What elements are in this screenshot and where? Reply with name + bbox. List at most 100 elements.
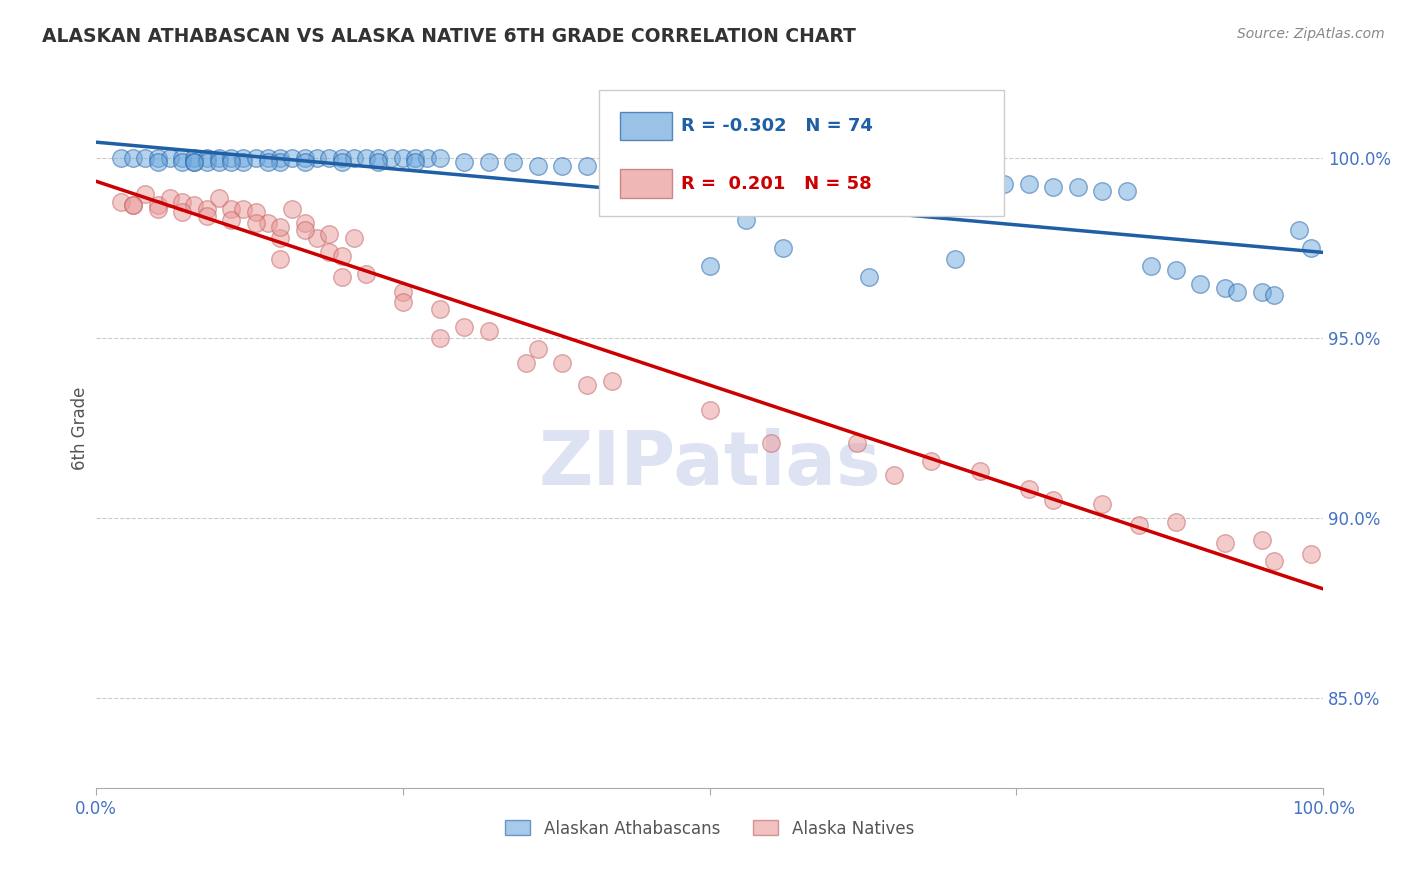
Point — [294, 223, 316, 237]
Point — [673, 166, 696, 180]
Point — [600, 375, 623, 389]
Point — [1018, 177, 1040, 191]
Point — [318, 152, 340, 166]
Point — [1042, 180, 1064, 194]
FancyBboxPatch shape — [620, 112, 672, 140]
Point — [404, 152, 426, 166]
Y-axis label: 6th Grade: 6th Grade — [72, 386, 89, 470]
Point — [294, 155, 316, 169]
Point — [330, 270, 353, 285]
Point — [257, 155, 280, 169]
Point — [502, 155, 524, 169]
Point — [146, 202, 169, 216]
Point — [392, 152, 415, 166]
Point — [735, 212, 758, 227]
Text: ZIPatlas: ZIPatlas — [538, 427, 882, 500]
Point — [1091, 497, 1114, 511]
Point — [281, 202, 304, 216]
Point — [354, 267, 377, 281]
Point — [159, 152, 181, 166]
Point — [1018, 483, 1040, 497]
Point — [380, 152, 402, 166]
Point — [159, 191, 181, 205]
Point — [183, 155, 205, 169]
Point — [1299, 547, 1322, 561]
Point — [478, 155, 501, 169]
Point — [416, 152, 439, 166]
Point — [453, 320, 475, 334]
Text: Source: ZipAtlas.com: Source: ZipAtlas.com — [1237, 27, 1385, 41]
Point — [281, 152, 304, 166]
Point — [232, 155, 254, 169]
Point — [1226, 285, 1249, 299]
Point — [208, 152, 231, 166]
Point — [122, 198, 145, 212]
Point — [245, 152, 267, 166]
Point — [269, 230, 291, 244]
Point — [1288, 223, 1310, 237]
Point — [122, 198, 145, 212]
FancyBboxPatch shape — [599, 90, 1004, 216]
Point — [195, 155, 218, 169]
Point — [699, 403, 721, 417]
Point — [367, 155, 389, 169]
Point — [429, 302, 451, 317]
Point — [318, 227, 340, 241]
Point — [575, 159, 598, 173]
Point — [208, 191, 231, 205]
Point — [943, 252, 966, 267]
Point — [1250, 533, 1272, 547]
Point — [232, 202, 254, 216]
Point — [269, 252, 291, 267]
Point — [920, 453, 942, 467]
Point — [429, 152, 451, 166]
Point — [269, 219, 291, 234]
Point — [245, 216, 267, 230]
Point — [330, 248, 353, 262]
Point — [146, 155, 169, 169]
Point — [170, 205, 193, 219]
Point — [772, 241, 794, 255]
Point — [367, 152, 389, 166]
Point — [219, 212, 242, 227]
Point — [1128, 518, 1150, 533]
Point — [1189, 277, 1212, 292]
Point — [527, 342, 550, 356]
FancyBboxPatch shape — [620, 169, 672, 198]
Point — [318, 244, 340, 259]
Point — [183, 198, 205, 212]
Point — [245, 205, 267, 219]
Point — [330, 155, 353, 169]
Point — [1042, 493, 1064, 508]
Point — [208, 155, 231, 169]
Text: R = -0.302   N = 74: R = -0.302 N = 74 — [682, 117, 873, 135]
Point — [305, 152, 328, 166]
Point — [269, 152, 291, 166]
Point — [1263, 288, 1285, 302]
Point — [330, 152, 353, 166]
Point — [993, 177, 1015, 191]
Point — [1263, 554, 1285, 568]
Text: R =  0.201   N = 58: R = 0.201 N = 58 — [682, 175, 872, 193]
Point — [551, 356, 574, 370]
Text: ALASKAN ATHABASCAN VS ALASKA NATIVE 6TH GRADE CORRELATION CHART: ALASKAN ATHABASCAN VS ALASKA NATIVE 6TH … — [42, 27, 856, 45]
Point — [343, 230, 366, 244]
Point — [305, 230, 328, 244]
Point — [183, 152, 205, 166]
Point — [257, 216, 280, 230]
Point — [257, 152, 280, 166]
Point — [759, 435, 782, 450]
Point — [894, 169, 917, 184]
Point — [219, 202, 242, 216]
Point — [294, 152, 316, 166]
Point — [354, 152, 377, 166]
Point — [219, 155, 242, 169]
Point — [515, 356, 537, 370]
Point — [343, 152, 366, 166]
Point — [1213, 281, 1236, 295]
Point — [429, 331, 451, 345]
Point — [1115, 184, 1137, 198]
Point — [392, 285, 415, 299]
Point — [527, 159, 550, 173]
Point — [294, 216, 316, 230]
